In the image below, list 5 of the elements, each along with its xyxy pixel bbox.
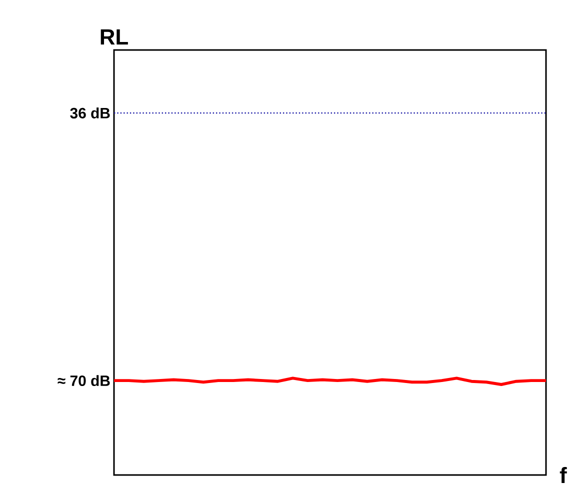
y-tick-label: ≈ 70 dB: [58, 375, 110, 386]
x-axis-title: f: [560, 467, 567, 483]
y-tick-label: 36 dB: [70, 107, 110, 118]
y-axis-title: RL: [100, 29, 128, 44]
line-series: [114, 376, 546, 386]
